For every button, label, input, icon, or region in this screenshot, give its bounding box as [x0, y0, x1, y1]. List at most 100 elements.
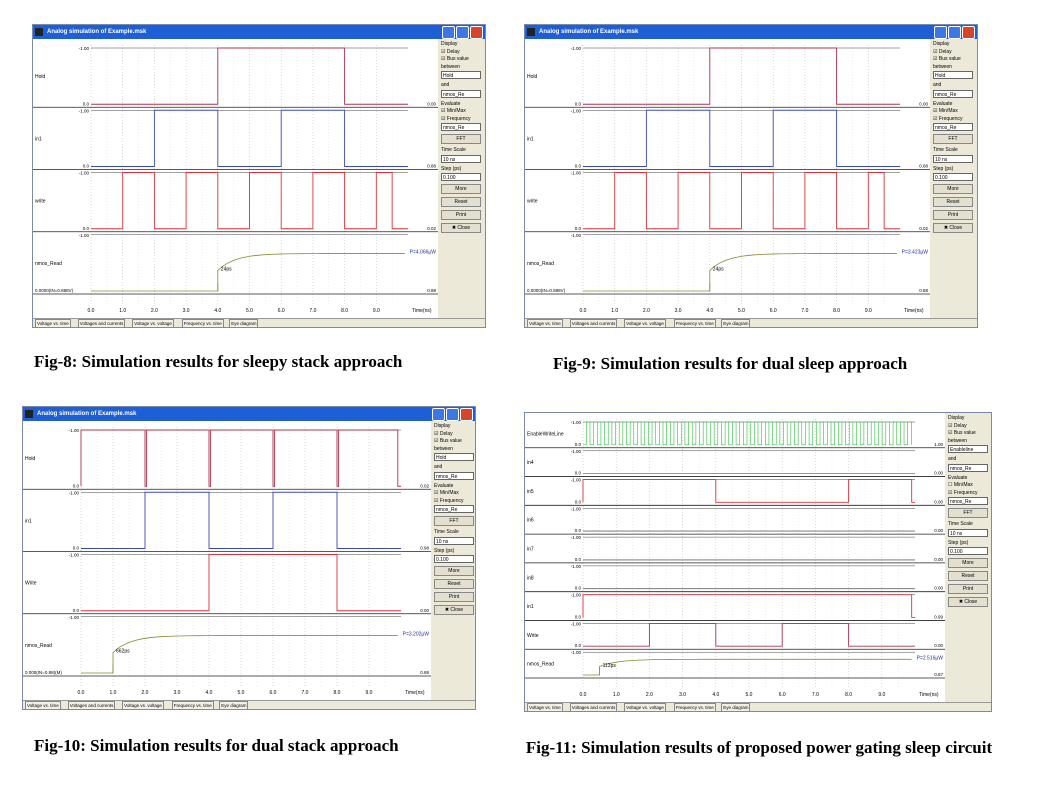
tab-frequency-vs-time[interactable]: Frequency vs. time	[673, 319, 716, 327]
delay-checkbox[interactable]: ☑ Delay	[948, 422, 967, 429]
frequency-checkbox[interactable]: ☑ Frequency	[434, 497, 464, 504]
reset-button[interactable]: Reset	[441, 197, 481, 207]
tab-eye-diagram[interactable]: Eye diagram	[721, 319, 751, 327]
maximize-button[interactable]	[446, 408, 459, 421]
top-level-label: -1.00	[79, 171, 90, 176]
step-input[interactable]: 0.100	[441, 173, 481, 181]
signal-label: in6	[527, 518, 534, 524]
top-level-label: -1.00	[571, 233, 582, 238]
step-input[interactable]: 0.100	[933, 173, 973, 181]
more-button[interactable]: More	[933, 184, 973, 194]
control-panel: Display ☑ Delay ☑ Bus value between Hold and n…	[439, 39, 485, 319]
signal-select-a[interactable]: Hold	[441, 71, 481, 79]
tab-voltage-vs-time[interactable]: Voltage vs. time	[25, 701, 61, 709]
close-button[interactable]: ✖ Close	[434, 605, 474, 615]
tab-frequency-vs-time[interactable]: Frequency vs. time	[673, 703, 716, 711]
close-window-button[interactable]	[962, 26, 975, 39]
more-button[interactable]: More	[441, 184, 481, 194]
close-button[interactable]: ✖ Close	[933, 223, 973, 233]
window-title: Analog simulation of Example.msk	[539, 29, 639, 35]
minmax-checkbox[interactable]: ☑ Min/Max	[441, 108, 466, 114]
tab-voltage-vs-voltage[interactable]: Voltage vs. voltage	[132, 319, 174, 327]
reset-button[interactable]: Reset	[948, 571, 988, 581]
print-button[interactable]: Print	[933, 210, 973, 220]
maximize-button[interactable]	[948, 26, 961, 39]
time-scale-select[interactable]: 10 ns	[948, 528, 988, 537]
evaluate-select[interactable]: nmos_Re	[434, 505, 474, 513]
minmax-checkbox[interactable]: ☐ Min/Max	[948, 482, 973, 488]
close-window-button[interactable]	[460, 408, 473, 421]
minmax-checkbox[interactable]: ☑ Min/Max	[933, 108, 958, 114]
signal-select-b[interactable]: nmos_Re	[441, 89, 481, 98]
x-axis-label: Time(ns)	[919, 692, 939, 698]
signal-label: nmos_Read	[527, 261, 554, 267]
signal-select-b[interactable]: nmos_Re	[434, 471, 474, 480]
tab-eye-diagram[interactable]: Eye diagram	[721, 703, 751, 711]
time-scale-select[interactable]: 10 ns	[933, 154, 973, 163]
tab-voltages-and-currents[interactable]: Voltages and currents	[67, 701, 116, 709]
bus-value-checkbox[interactable]: ☑ Bus value	[933, 56, 961, 62]
minimize-button[interactable]	[432, 408, 445, 421]
tab-eye-diagram[interactable]: Eye diagram	[229, 319, 259, 327]
tab-voltages-and-currents[interactable]: Voltages and currents	[569, 703, 618, 711]
bus-value-checkbox[interactable]: ☑ Bus value	[948, 430, 976, 436]
minmax-checkbox[interactable]: ☑ Min/Max	[434, 490, 459, 496]
bus-value-checkbox[interactable]: ☑ Bus value	[434, 438, 462, 444]
time-scale-select[interactable]: 10 ns	[434, 536, 474, 545]
tab-voltage-vs-time[interactable]: Voltage vs. time	[35, 319, 71, 327]
x-tick-label: 9.0	[373, 308, 380, 314]
signal-select-a[interactable]: Hold	[434, 453, 474, 461]
reset-button[interactable]: Reset	[434, 579, 474, 589]
tab-eye-diagram[interactable]: Eye diagram	[219, 701, 249, 709]
signal-select-a[interactable]: Hold	[933, 71, 973, 79]
minimize-button[interactable]	[934, 26, 947, 39]
fft-button[interactable]: FFT	[933, 134, 973, 144]
reset-button[interactable]: Reset	[933, 197, 973, 207]
tab-voltage-vs-time[interactable]: Voltage vs. time	[527, 319, 563, 327]
close-button[interactable]: ✖ Close	[441, 223, 481, 233]
more-button[interactable]: More	[948, 558, 988, 568]
maximize-button[interactable]	[456, 26, 469, 39]
frequency-checkbox[interactable]: ☑ Frequency	[948, 489, 978, 496]
signal-label: Hold	[527, 74, 538, 80]
more-button[interactable]: More	[434, 566, 474, 576]
waveform-svg: 0.0 1.0 2.0 3.0 4.0 5.0 6.0 7.0 8.0 9.0 Time(ns) Ho…	[33, 45, 438, 314]
delay-checkbox[interactable]: ☑ Delay	[441, 48, 460, 55]
tab-frequency-vs-time[interactable]: Frequency vs. time	[171, 701, 214, 709]
x-tick-label: 6.0	[270, 690, 277, 696]
fft-button[interactable]: FFT	[441, 134, 481, 144]
print-button[interactable]: Print	[948, 584, 988, 594]
close-window-button[interactable]	[470, 26, 483, 39]
print-button[interactable]: Print	[441, 210, 481, 220]
minimize-button[interactable]	[442, 26, 455, 39]
x-tick-label: 5.0	[238, 690, 245, 696]
delay-checkbox[interactable]: ☑ Delay	[434, 430, 453, 437]
tab-voltage-vs-voltage[interactable]: Voltage vs. voltage	[624, 319, 666, 327]
signal-select-b[interactable]: nmos_Re	[933, 89, 973, 98]
evaluate-select[interactable]: nmos_Re	[441, 123, 481, 131]
tab-voltage-vs-time[interactable]: Voltage vs. time	[527, 703, 563, 711]
fft-button[interactable]: FFT	[434, 516, 474, 526]
time-scale-select[interactable]: 10 ns	[441, 154, 481, 163]
evaluate-select[interactable]: nmos_Re	[948, 497, 988, 505]
step-input[interactable]: 0.100	[434, 555, 474, 563]
delay-checkbox[interactable]: ☑ Delay	[933, 48, 952, 55]
tab-voltages-and-currents[interactable]: Voltages and currents	[77, 319, 126, 327]
close-button[interactable]: ✖ Close	[948, 597, 988, 607]
tab-frequency-vs-time[interactable]: Frequency vs. time	[181, 319, 224, 327]
frequency-checkbox[interactable]: ☑ Frequency	[441, 115, 471, 122]
tab-voltages-and-currents[interactable]: Voltages and currents	[569, 319, 618, 327]
step-input[interactable]: 0.100	[948, 547, 988, 555]
fft-button[interactable]: FFT	[948, 508, 988, 518]
tab-voltage-vs-voltage[interactable]: Voltage vs. voltage	[122, 701, 164, 709]
tab-voltage-vs-voltage[interactable]: Voltage vs. voltage	[624, 703, 666, 711]
bus-value-checkbox[interactable]: ☑ Bus value	[441, 56, 469, 62]
signal-label: in5	[527, 489, 534, 495]
frequency-checkbox[interactable]: ☑ Frequency	[933, 115, 963, 122]
waveform-trace	[582, 594, 915, 618]
signal-select-a[interactable]: Enableline	[948, 445, 988, 453]
evaluate-select[interactable]: nmos_Re	[933, 123, 973, 131]
print-button[interactable]: Print	[434, 592, 474, 602]
signal-label: in4	[527, 460, 534, 466]
signal-select-b[interactable]: nmos_Re	[948, 463, 988, 472]
